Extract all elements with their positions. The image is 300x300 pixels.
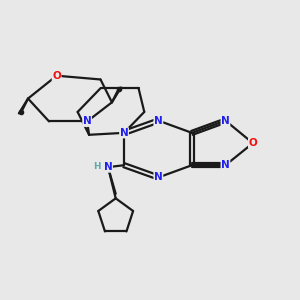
Text: H: H: [93, 162, 101, 171]
Text: N: N: [154, 116, 163, 126]
Text: N: N: [83, 116, 92, 126]
Text: N: N: [221, 160, 230, 170]
Text: O: O: [248, 138, 257, 148]
Text: N: N: [104, 162, 112, 172]
Text: N: N: [154, 172, 163, 182]
Text: N: N: [221, 116, 230, 126]
Text: O: O: [52, 71, 61, 81]
Text: N: N: [120, 128, 128, 138]
